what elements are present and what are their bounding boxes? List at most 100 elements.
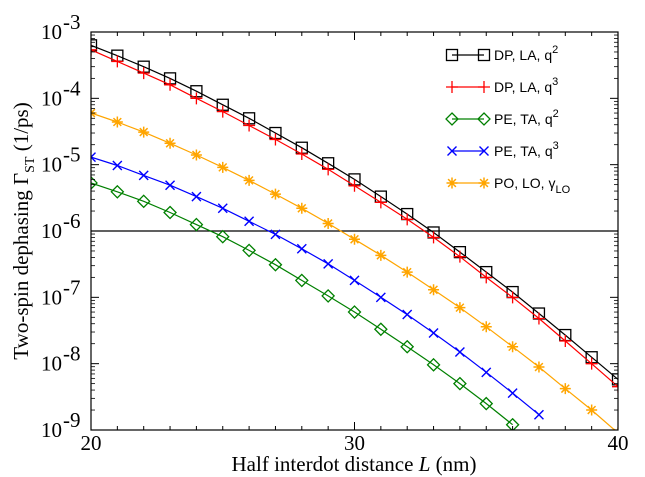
legend-label: PE, TA, q2 <box>494 108 559 127</box>
data-point <box>348 179 361 192</box>
legend-label: DP, LA, q2 <box>494 44 558 63</box>
data-point <box>480 271 493 284</box>
data-point <box>111 55 124 68</box>
data-point <box>454 346 465 357</box>
data-point <box>138 170 149 181</box>
data-point <box>164 78 177 91</box>
data-point <box>189 217 204 232</box>
data-point <box>138 126 150 138</box>
data-point <box>295 147 308 160</box>
y-tick-label: 10 <box>41 418 62 442</box>
data-point <box>426 357 441 372</box>
data-point <box>217 161 229 173</box>
data-point <box>269 133 282 146</box>
data-point <box>454 302 466 314</box>
legend-marker <box>447 146 457 156</box>
data-point <box>269 188 281 200</box>
data-point <box>559 383 571 395</box>
legend-label: PO, LO, γLO <box>494 175 571 196</box>
data-point <box>110 184 125 199</box>
data-point <box>612 380 618 393</box>
data-point <box>91 43 97 56</box>
data-point <box>112 160 123 171</box>
series-line <box>91 112 616 430</box>
legend-marker <box>446 81 458 93</box>
data-point <box>428 284 440 296</box>
y-tick-exponent: -6 <box>63 209 81 233</box>
data-point <box>559 334 572 347</box>
data-point <box>349 233 360 245</box>
legend-marker <box>479 146 489 156</box>
legend-marker <box>478 177 490 189</box>
data-point <box>375 292 386 303</box>
data-point <box>190 149 202 161</box>
series-3 <box>91 176 520 430</box>
legend-marker <box>478 81 490 93</box>
series-4 <box>91 152 544 420</box>
data-point <box>323 258 334 269</box>
y-tick-label: 10 <box>41 285 62 309</box>
data-point <box>296 243 307 254</box>
data-point <box>401 266 413 278</box>
x-tick-label: 30 <box>344 431 365 455</box>
x-tick-label: 20 <box>81 431 102 455</box>
data-point <box>322 163 335 176</box>
data-point <box>136 194 151 209</box>
legend-item-4: PE, TA, q3 <box>447 140 559 159</box>
data-point <box>243 119 256 132</box>
data-point <box>347 305 362 319</box>
data-point <box>111 116 123 128</box>
data-point <box>216 105 229 118</box>
data-point <box>373 322 388 337</box>
data-point <box>507 341 519 353</box>
x-axis-variable: L <box>418 452 431 476</box>
series-5 <box>91 107 618 430</box>
data-point <box>453 250 466 263</box>
legend-marker <box>445 112 459 126</box>
data-point <box>242 243 257 258</box>
legend: DP, LA, q2 DP, LA, q3 PE, TA, q2 PE, TA, q3… <box>445 44 571 196</box>
legend-marker <box>477 48 491 62</box>
y-axis-subscript: ST <box>23 156 38 173</box>
data-point <box>163 205 177 220</box>
data-point <box>243 174 255 186</box>
legend-item-1: DP, LA, q2 <box>445 44 558 63</box>
data-point <box>91 176 98 190</box>
y-tick-labels: 10-910-810-710-610-510-410-3 <box>41 10 81 442</box>
data-point <box>217 203 228 214</box>
data-point <box>375 249 387 261</box>
data-point <box>585 357 598 370</box>
data-point <box>400 339 415 354</box>
data-point <box>479 396 494 411</box>
data-point <box>401 213 414 226</box>
legend-item-5: PO, LO, γLO <box>446 175 571 196</box>
data-point <box>402 309 413 320</box>
data-point <box>480 321 492 333</box>
y-axis-label: Two-spin dephasing ΓST (1/ps) <box>9 102 38 359</box>
legend-marker <box>477 112 491 126</box>
series-line <box>91 182 513 426</box>
y-tick-exponent: -9 <box>63 408 81 432</box>
axis-ticks <box>90 31 619 431</box>
data-point <box>191 191 202 202</box>
y-tick-exponent: -4 <box>63 76 81 100</box>
data-point <box>268 257 283 272</box>
data-point <box>427 231 440 244</box>
y-tick-label: 10 <box>41 20 62 44</box>
legend-item-3: PE, TA, q2 <box>445 108 559 127</box>
data-point <box>296 202 308 214</box>
data-point <box>481 367 492 378</box>
data-point <box>215 229 230 244</box>
x-axis-label: Half interdot distance L (nm) <box>232 452 477 476</box>
y-tick-label: 10 <box>41 153 62 177</box>
data-point <box>322 217 334 229</box>
legend-label: DP, LA, q3 <box>494 76 558 95</box>
data-point <box>586 404 598 416</box>
y-axis-unit: (1/ps) <box>9 102 33 156</box>
y-tick-exponent: -7 <box>63 275 81 299</box>
data-point <box>452 376 467 391</box>
series-line <box>91 156 540 416</box>
data-point <box>611 373 618 386</box>
y-tick-exponent: -5 <box>63 143 81 167</box>
y-tick-label: 10 <box>41 352 62 376</box>
